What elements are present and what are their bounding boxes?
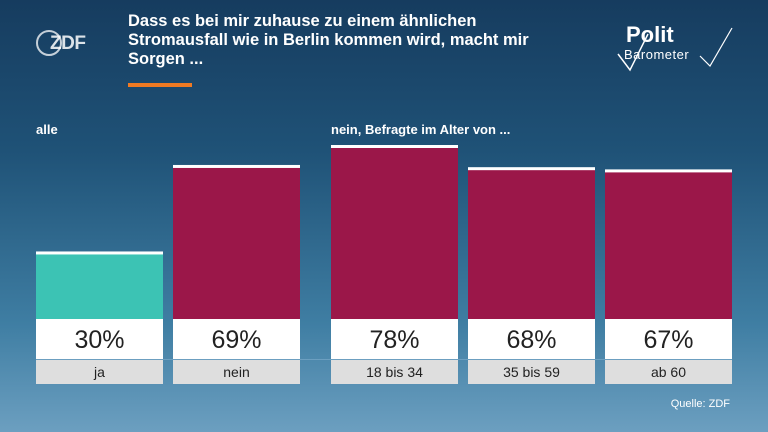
category-box xyxy=(605,360,732,384)
category-label: ab 60 xyxy=(651,364,686,380)
polit-text: Polit xyxy=(626,22,674,47)
bar-18-bis-34 xyxy=(331,146,458,319)
category-box xyxy=(331,360,458,384)
bar-35-bis-59 xyxy=(468,168,595,319)
chart-title: Dass es bei mir zuhause zu einem ähnlich… xyxy=(128,12,529,68)
value-box xyxy=(173,319,300,359)
separator-line xyxy=(36,359,732,360)
value-box xyxy=(605,319,732,359)
category-box xyxy=(468,360,595,384)
zdf-logo-text: ZDF xyxy=(50,33,86,54)
politbarometer-logo: Polit Barometer xyxy=(610,20,740,75)
value-label: 69% xyxy=(211,326,261,354)
group-label-all: alle xyxy=(36,122,58,137)
barometer-text: Barometer xyxy=(624,47,690,62)
zdf-ring-icon xyxy=(36,30,62,56)
bar-ja xyxy=(36,252,163,319)
bar-top-line xyxy=(173,164,300,168)
group-label-age: nein, Befragte im Alter von ... xyxy=(331,122,511,137)
category-label: nein xyxy=(223,364,249,380)
category-box xyxy=(173,360,300,384)
category-box xyxy=(36,360,163,384)
category-label: 35 bis 59 xyxy=(503,364,560,380)
value-box xyxy=(331,319,458,359)
bar-nein xyxy=(173,165,300,319)
value-label: 78% xyxy=(369,326,419,354)
title-accent-bar xyxy=(128,83,192,87)
bar-top-line xyxy=(468,167,595,171)
value-label: 67% xyxy=(643,326,693,354)
value-label: 30% xyxy=(74,326,124,354)
zdf-logo: ZDF xyxy=(36,30,96,58)
bar-top-line xyxy=(331,145,458,148)
category-label: 18 bis 34 xyxy=(366,364,423,380)
bar-top-line xyxy=(605,169,732,173)
bar-ab-60 xyxy=(605,170,732,319)
source-note: Quelle: ZDF xyxy=(670,398,730,410)
value-label: 68% xyxy=(506,326,556,354)
checkmark-icon xyxy=(617,27,733,72)
bar-top-line xyxy=(36,251,163,255)
value-box xyxy=(36,319,163,359)
value-box xyxy=(468,319,595,359)
category-label: ja xyxy=(93,364,105,380)
